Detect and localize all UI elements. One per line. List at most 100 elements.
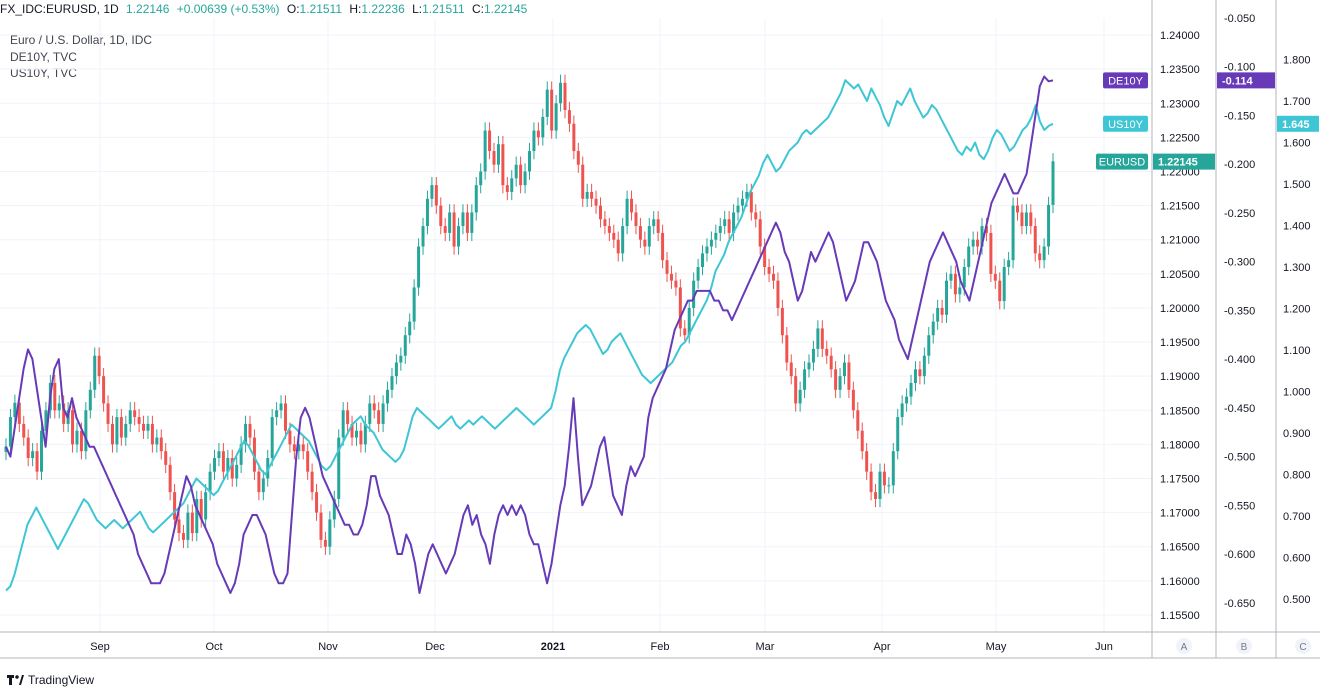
open-label: O: — [286, 2, 300, 16]
candle-body — [998, 280, 1002, 302]
candle-body — [661, 232, 665, 261]
candle-body — [803, 369, 807, 390]
candle-body — [567, 110, 571, 124]
candle-body — [332, 498, 336, 520]
axis-name-label[interactable]: A — [1181, 642, 1188, 653]
candle-body — [767, 267, 771, 274]
axis-badge[interactable] — [1236, 638, 1252, 654]
candle-body — [164, 451, 168, 465]
tradingview-footer[interactable]: TradingView — [6, 670, 94, 690]
candle-body — [598, 205, 602, 220]
time-axis-label: Jun — [1095, 641, 1113, 653]
axis-badge[interactable] — [1176, 638, 1192, 654]
candle-body — [900, 403, 904, 418]
legend-de10y[interactable]: DE10Y, TVC — [10, 49, 77, 64]
axis-badge[interactable] — [1295, 638, 1311, 654]
candle-body — [723, 219, 727, 227]
candle-body — [492, 151, 496, 165]
candle-body — [84, 410, 88, 452]
candle-body — [75, 430, 79, 445]
axis-c-tick-label: 1.700 — [1283, 96, 1311, 108]
symbol-name[interactable]: FX_IDC:EURUSD, 1D — [0, 2, 119, 16]
axis-name-label[interactable]: B — [1241, 642, 1248, 653]
time-axis-label: Sep — [90, 641, 110, 653]
candle-body — [479, 171, 483, 186]
legend-main-series[interactable]: Euro / U.S. Dollar, 1D, IDC — [10, 33, 153, 47]
candle-body — [257, 471, 261, 493]
candle-body — [678, 287, 682, 329]
candle-body — [1029, 212, 1033, 227]
candle-body — [283, 403, 287, 431]
axis-a-tick-label: 1.15500 — [1160, 610, 1200, 622]
candle-body — [270, 417, 274, 459]
axis-b-tick-label: -0.150 — [1224, 110, 1255, 122]
axis-b-tick-label: -0.250 — [1224, 208, 1255, 220]
last-value-badge-text: -0.114 — [1222, 75, 1253, 87]
axis-b-tick-label: -0.050 — [1224, 13, 1255, 25]
candle-body — [434, 185, 438, 206]
candle-body — [865, 451, 869, 472]
candle-body — [323, 539, 327, 547]
candle-body — [261, 478, 265, 493]
candle-body — [119, 417, 123, 438]
candle-body — [1024, 212, 1028, 227]
candle-body — [834, 369, 838, 390]
candle-body — [665, 260, 669, 274]
candle-body — [559, 82, 563, 104]
candle-body — [279, 403, 283, 411]
candle-body — [581, 164, 585, 199]
candle-body — [927, 335, 931, 356]
candle-body — [647, 226, 651, 247]
candle-body — [102, 376, 106, 404]
candle-body — [368, 403, 372, 424]
axis-b-tick-label: -0.450 — [1224, 403, 1255, 415]
candle-body — [643, 239, 647, 247]
time-axis-label: Dec — [425, 641, 445, 653]
candle-body — [394, 362, 398, 377]
last-value-badge — [1217, 72, 1275, 89]
candle-body — [1047, 204, 1051, 247]
last-value-tag — [1103, 115, 1148, 132]
axis-c-tick-label: 1.600 — [1283, 137, 1311, 149]
candle-body — [860, 430, 864, 452]
de10y-line[interactable] — [5, 75, 1054, 594]
candle-body — [430, 185, 434, 199]
candle-body — [417, 246, 421, 288]
candle-body — [683, 328, 687, 336]
candle-body — [856, 410, 860, 431]
candle-body — [226, 458, 230, 472]
axis-c-tick-label: 0.500 — [1283, 594, 1311, 606]
candle-body — [408, 321, 412, 336]
axis-a-tick-label: 1.16500 — [1160, 542, 1200, 554]
candle-body — [354, 430, 358, 438]
candle-body — [337, 437, 341, 499]
last-value-badge — [1277, 115, 1319, 132]
tradingview-logo-icon — [7, 675, 24, 685]
candle-body — [798, 389, 802, 404]
candle-body — [949, 273, 953, 281]
axis-name-label[interactable]: C — [1299, 642, 1306, 653]
axis-b-tick-label: -0.400 — [1224, 354, 1255, 366]
candle-body — [26, 437, 30, 459]
candle-body — [958, 287, 962, 295]
axis-a-tick-label: 1.23000 — [1160, 98, 1200, 110]
candle-body — [208, 471, 212, 493]
axis-c-tick-label: 0.800 — [1283, 469, 1311, 481]
candle-body — [936, 307, 940, 322]
last-value-tag — [1096, 153, 1148, 170]
candle-body — [905, 396, 909, 404]
axis-a-tick-label: 1.23500 — [1160, 64, 1200, 76]
candle-body — [403, 335, 407, 356]
candle-body — [536, 130, 540, 138]
candle-body — [346, 410, 350, 424]
candle-body — [976, 239, 980, 247]
candle-body — [133, 410, 137, 418]
candle-body — [235, 464, 239, 479]
axis-a-tick-label: 1.17000 — [1160, 508, 1200, 520]
candle-body — [816, 328, 820, 349]
candle-body — [252, 437, 256, 472]
candle-body — [390, 376, 394, 390]
candle-body — [474, 185, 478, 213]
candle-body — [563, 82, 567, 111]
